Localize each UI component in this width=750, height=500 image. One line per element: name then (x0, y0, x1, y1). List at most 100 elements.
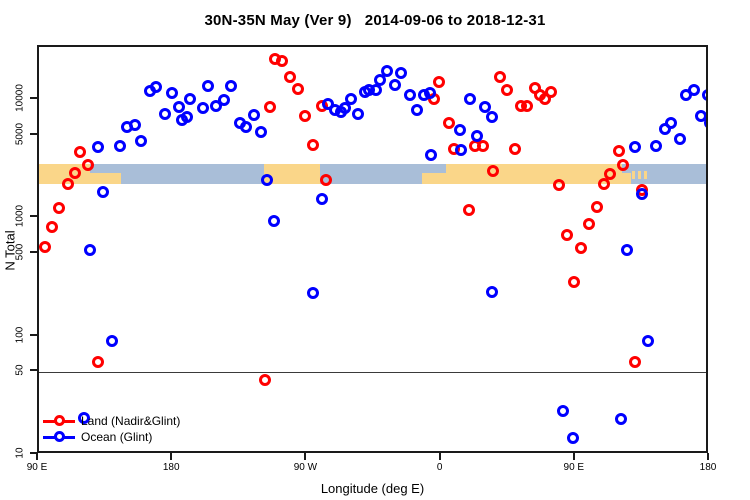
data-point-land (45, 220, 58, 233)
data-point-land (477, 139, 490, 152)
map-band-land-segment (644, 170, 648, 179)
y-tick-label: 50 (14, 364, 26, 376)
data-point-ocean (239, 120, 252, 133)
data-point-land (463, 203, 476, 216)
data-point-ocean (479, 100, 492, 113)
y-tick (30, 132, 37, 135)
data-point-land (604, 167, 617, 180)
data-point-land (74, 145, 86, 158)
data-point-ocean (267, 214, 280, 227)
data-point-land (39, 240, 51, 253)
data-point-ocean (316, 193, 328, 206)
data-point-ocean (410, 103, 423, 116)
data-point-land (501, 83, 514, 96)
data-point-ocean (674, 133, 687, 146)
data-point-land (613, 144, 626, 157)
data-point-ocean (485, 285, 498, 298)
y-tick-label: 5000 (14, 122, 26, 145)
data-point-ocean (464, 92, 477, 105)
data-point-land (52, 201, 65, 214)
data-point-ocean (158, 107, 171, 120)
data-point-ocean (395, 66, 408, 79)
data-point-ocean (166, 86, 178, 99)
data-point-ocean (307, 286, 320, 299)
y-tick (30, 215, 37, 218)
map-band-land-segment (622, 172, 631, 184)
data-point-ocean (181, 110, 194, 123)
data-point-ocean (629, 140, 642, 153)
y-tick (30, 369, 37, 372)
chart-title: 30N-35N May (Ver 9) 2014-09-06 to 2018-1… (204, 12, 546, 29)
data-point-ocean (196, 101, 209, 114)
data-point-ocean (255, 125, 268, 138)
x-tick (438, 453, 441, 460)
data-point-ocean (209, 99, 222, 112)
x-tick-label: 90 E (26, 462, 48, 473)
legend-item-ocean: Ocean (Glint) (43, 429, 180, 445)
x-tick (572, 453, 575, 460)
y-tick-label: 10000 (14, 84, 26, 112)
map-band-land-segment (638, 170, 642, 179)
data-point-land (263, 100, 276, 113)
data-point-ocean (381, 64, 394, 77)
x-tick-label: 90 E (563, 462, 585, 473)
y-tick (30, 250, 37, 253)
map-band-land-segment (264, 163, 321, 184)
data-point-ocean (659, 122, 672, 135)
data-point-land (443, 116, 456, 129)
data-point-ocean (704, 116, 706, 129)
plot-area: Land (Nadir&Glint) Ocean (Glint) (37, 45, 708, 453)
data-point-ocean (471, 130, 484, 143)
data-point-ocean (260, 173, 273, 186)
data-point-land (92, 356, 105, 369)
data-point-land (259, 374, 272, 387)
x-tick (304, 453, 307, 460)
x-tick-label: 90 W (293, 462, 318, 473)
data-point-land (629, 356, 642, 369)
data-point-ocean (218, 94, 231, 106)
data-point-land (509, 142, 522, 155)
x-tick (170, 453, 173, 460)
legend-label: Ocean (Glint) (81, 430, 153, 444)
data-point-ocean (374, 73, 387, 86)
x-tick (707, 453, 709, 460)
data-point-ocean (150, 80, 163, 93)
map-band-land-segment (446, 163, 622, 184)
data-point-land (69, 166, 82, 179)
data-point-ocean (486, 111, 499, 124)
data-point-land (299, 109, 311, 122)
legend-label: Land (Nadir&Glint) (81, 414, 181, 428)
data-point-land (494, 70, 507, 83)
x-tick-label: 0 (436, 462, 443, 473)
data-point-ocean (423, 86, 436, 99)
data-point-land (292, 82, 304, 95)
data-point-ocean (557, 405, 570, 418)
data-point-ocean (184, 92, 197, 105)
data-point-land (307, 138, 320, 151)
data-point-ocean (688, 83, 701, 96)
data-point-ocean (403, 89, 416, 102)
data-point-land (617, 158, 630, 171)
data-point-ocean (642, 334, 655, 347)
data-point-land (539, 92, 552, 105)
data-point-ocean (425, 149, 438, 162)
data-point-ocean (83, 244, 96, 256)
data-point-land (276, 54, 289, 67)
data-point-land (521, 99, 534, 112)
y-tick-label: 10 (14, 447, 26, 459)
y-tick (30, 97, 37, 99)
y-tick-label: 500 (14, 243, 26, 261)
legend-marker-icon (43, 431, 75, 443)
data-point-ocean (636, 187, 649, 200)
data-point-ocean (120, 120, 133, 133)
data-point-ocean (695, 109, 706, 122)
data-point-ocean (173, 100, 185, 113)
data-point-ocean (455, 143, 468, 156)
map-band-land-segment (422, 172, 447, 184)
data-point-land (487, 164, 500, 177)
data-point-land (591, 200, 604, 213)
legend-item-land: Land (Nadir&Glint) (43, 413, 180, 429)
y-tick (30, 452, 37, 454)
data-point-ocean (345, 92, 358, 105)
